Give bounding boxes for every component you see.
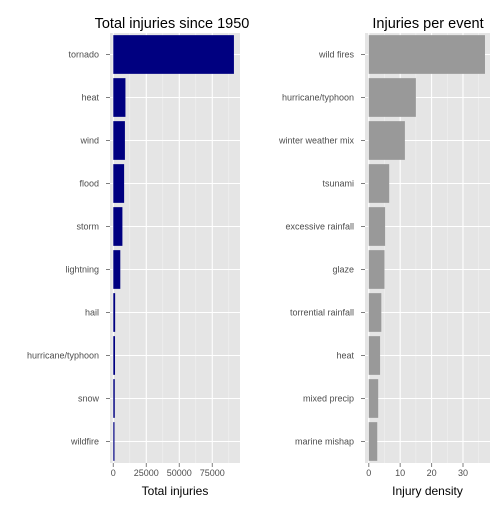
bar-lightning <box>113 250 121 289</box>
category-label: marine mishap <box>295 437 354 447</box>
category-label: tsunami <box>322 179 354 189</box>
category-label: wild fires <box>318 50 355 60</box>
category-label: heat <box>336 351 354 361</box>
category-label: hurricane/typhoon <box>27 351 99 361</box>
bar-mixed-precip <box>368 379 379 418</box>
bar-heat <box>368 336 381 375</box>
category-label: hail <box>85 308 99 318</box>
x-axis-label: Total injuries <box>142 484 209 498</box>
bar-snow <box>113 379 115 418</box>
category-label: wind <box>79 136 99 146</box>
bar-excessive-rainfall <box>368 207 386 246</box>
bar-marine-mishap <box>368 422 378 461</box>
x-tick-label: 30 <box>458 468 468 478</box>
x-tick-label: 20 <box>427 468 437 478</box>
x-tick-label: 25000 <box>134 468 159 478</box>
bar-torrential-rainfall <box>368 293 382 332</box>
category-label: winter weather mix <box>278 136 355 146</box>
x-tick-label: 0 <box>366 468 371 478</box>
chart-panel-1: tornado heat wind flood storm lightning hail hu… <box>27 16 249 498</box>
category-label: heat <box>81 93 99 103</box>
bar-wildfire <box>113 422 115 461</box>
bar-storm <box>113 207 123 246</box>
category-label: storm <box>77 222 100 232</box>
category-label: tornado <box>68 50 99 60</box>
bar-hail <box>113 293 116 332</box>
category-label: snow <box>78 394 100 404</box>
bar-flood <box>113 164 125 203</box>
bar-tornado <box>113 35 234 74</box>
category-label: lightning <box>65 265 99 275</box>
category-label: excessive rainfall <box>285 222 354 232</box>
bar-glaze <box>368 250 385 289</box>
category-label: glaze <box>332 265 354 275</box>
x-tick-label: 0 <box>111 468 116 478</box>
bar-wild-fires <box>368 35 485 74</box>
bar-wind <box>113 121 125 160</box>
bar-heat <box>113 78 126 117</box>
chart-title: Total injuries since 1950 <box>95 16 250 32</box>
plot-background <box>110 33 240 463</box>
category-label: mixed precip <box>303 394 354 404</box>
x-tick-label: 10 <box>395 468 405 478</box>
chart-title: Injuries per event <box>372 16 483 32</box>
bar-hurricane-typhoon <box>368 78 416 117</box>
category-label: torrential rainfall <box>290 308 354 318</box>
x-tick-label: 75000 <box>200 468 225 478</box>
bar-tsunami <box>368 164 390 203</box>
category-label: hurricane/typhoon <box>282 93 354 103</box>
category-label: flood <box>79 179 99 189</box>
bar-winter-weather-mix <box>368 121 405 160</box>
bar-hurricane-typhoon <box>113 336 116 375</box>
chart-panel-2: wild fires hurricane/typhoon winter weathe… <box>278 16 490 498</box>
x-tick-label: 50000 <box>167 468 192 478</box>
category-label: wildfire <box>70 437 99 447</box>
x-axis-label: Injury density <box>392 484 463 498</box>
